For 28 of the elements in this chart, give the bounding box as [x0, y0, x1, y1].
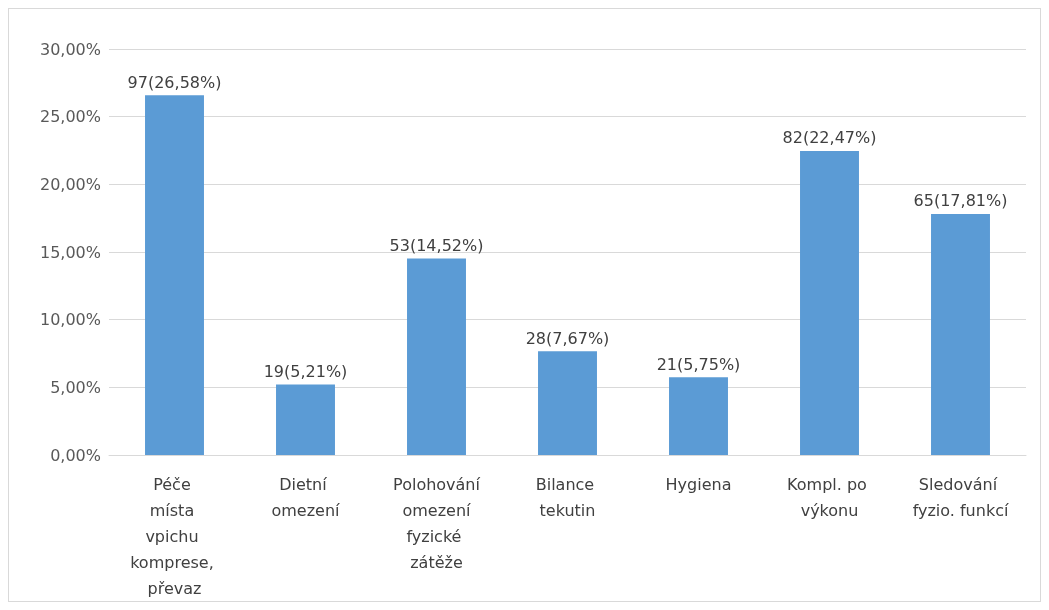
x-tick-label: Sledování fyzio. funkcí	[912, 474, 1009, 520]
bar	[407, 258, 466, 455]
y-tick-label: 20,00%	[39, 174, 101, 194]
x-tick-label: Bilance tekutin	[535, 474, 600, 520]
data-label: 97(26,58%)	[127, 72, 222, 92]
data-label: 53(14,52%)	[389, 236, 484, 255]
x-tick-label: Péče místa vpichu komprese, převaz	[130, 474, 219, 598]
y-tick-label: 10,00%	[39, 310, 101, 330]
bar	[145, 95, 204, 455]
x-tick-label: Hygiena	[665, 474, 732, 494]
y-tick-label: 15,00%	[39, 242, 101, 262]
bar	[276, 384, 335, 455]
data-label: 82(22,47%)	[782, 128, 877, 148]
x-tick-label: Dietní omezení	[271, 474, 341, 520]
x-tick-label: Kompl. po výkonu	[787, 474, 872, 520]
data-label: 65(17,81%)	[913, 191, 1008, 211]
y-tick-label: 0,00%	[50, 445, 101, 465]
data-label: 19(5,21%)	[263, 361, 348, 381]
y-tick-label: 25,00%	[39, 107, 101, 127]
data-label: 21(5,75%)	[656, 354, 741, 374]
bar	[538, 351, 597, 455]
y-tick-label: 30,00%	[39, 39, 101, 59]
x-tick-label: Polohování omezení fyzické zátěže	[393, 474, 481, 572]
bar	[800, 150, 859, 455]
bar	[669, 377, 728, 455]
data-label: 28(7,67%)	[525, 328, 610, 348]
bar	[931, 213, 990, 455]
y-tick-label: 5,00%	[50, 377, 101, 397]
